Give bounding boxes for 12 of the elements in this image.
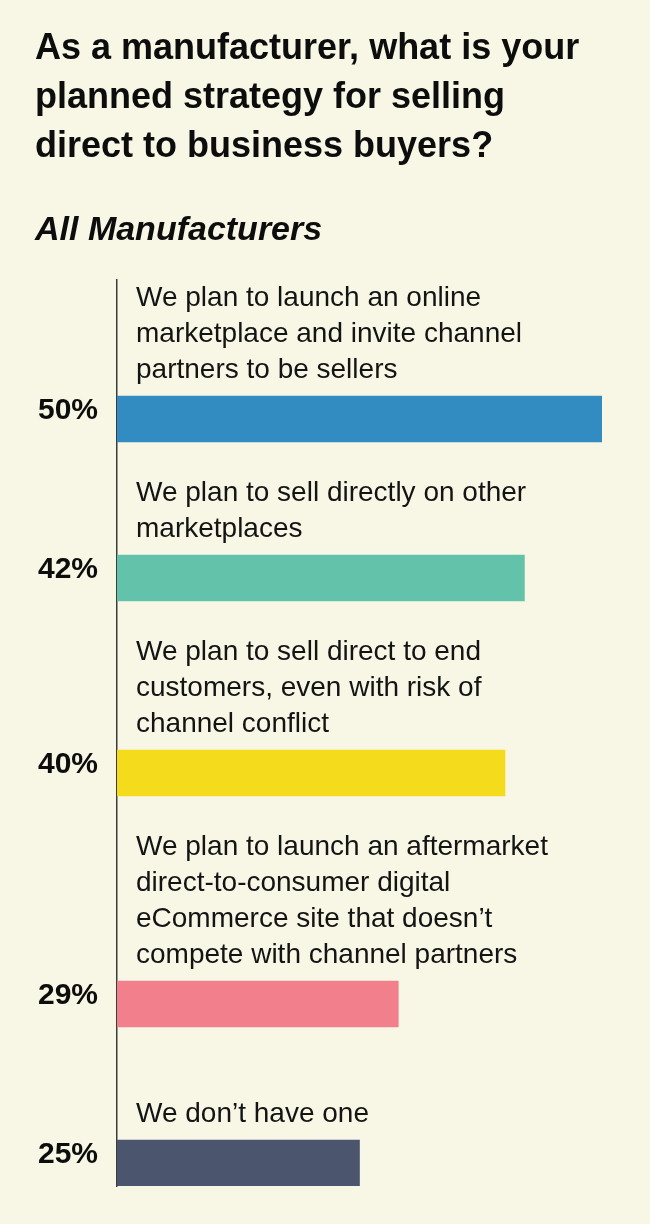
y-tick-label: We plan to sell directly on other marketplaces bbox=[136, 475, 527, 543]
y-tick-label: We don’t have one bbox=[136, 1096, 369, 1128]
chart-subtitle: All Manufacturers bbox=[35, 208, 323, 248]
y-tick-label: We plan to sell direct to end customers, even with risk of channel conflict bbox=[136, 634, 482, 738]
data-label: 40% bbox=[37, 746, 98, 780]
data-label: 29% bbox=[37, 977, 98, 1011]
y-tick-label: We plan to launch an aftermarket direct-to-consumer digital eCommerce site that doesn’t compete with channel partners bbox=[136, 829, 549, 969]
data-label: 50% bbox=[37, 392, 98, 426]
chart-title: As a manufacturer, what is your planned strategy for selling direct to business buyers? bbox=[35, 25, 581, 167]
data-label: 25% bbox=[37, 1136, 98, 1170]
data-label: 42% bbox=[37, 551, 98, 585]
y-tick-label: We plan to launch an online marketplace and invite channel partners to be sellers bbox=[136, 280, 523, 384]
